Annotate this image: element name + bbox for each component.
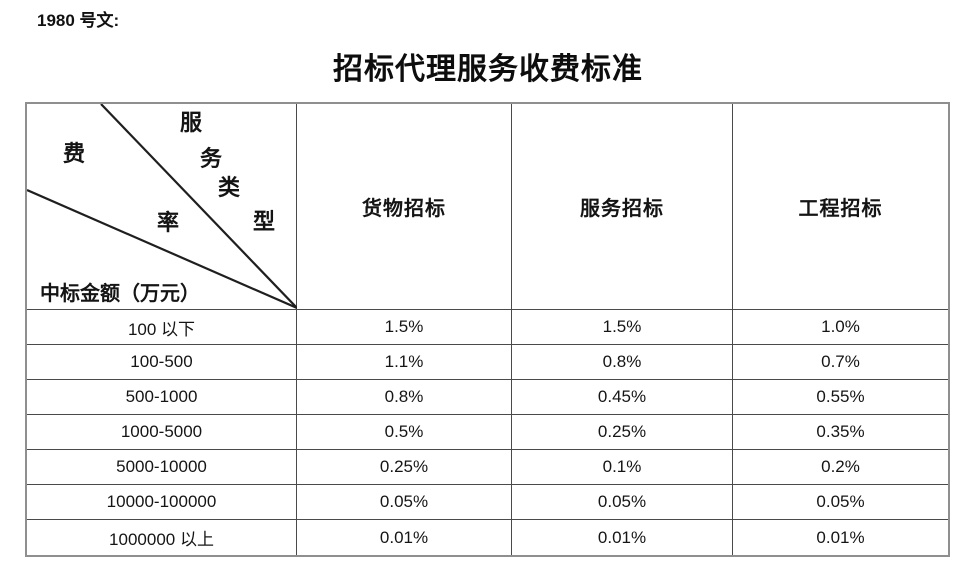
- rate-cell: 0.25%: [512, 415, 733, 450]
- rate-cell: 0.45%: [512, 380, 733, 415]
- rate-cell: 0.2%: [733, 450, 948, 485]
- rate-cell: 1.5%: [512, 310, 733, 345]
- rate-cell: 0.25%: [297, 450, 512, 485]
- column-header-goods: 货物招标: [297, 104, 512, 310]
- rate-cell: 0.01%: [297, 520, 512, 555]
- rate-cell: 1.5%: [297, 310, 512, 345]
- rate-cell: 0.35%: [733, 415, 948, 450]
- rate-cell: 0.5%: [297, 415, 512, 450]
- rate-cell: 1.0%: [733, 310, 948, 345]
- rate-cell: 0.01%: [816, 527, 865, 547]
- table-corner-cell: 服 务 类 型 费 率 中标金额（万元）: [27, 104, 297, 310]
- rate-cell: 0.8%: [512, 345, 733, 380]
- amount-cell: 100-500: [27, 345, 297, 380]
- amount-cell: 500-1000: [27, 380, 297, 415]
- amount-cell: 10000-100000: [27, 485, 297, 520]
- rate-cell: 0.05%: [512, 485, 733, 520]
- rate-cell: 0.1%: [512, 450, 733, 485]
- rate-cell: 0.05%: [297, 485, 512, 520]
- corner-fee-rate-char: 费: [63, 141, 86, 166]
- corner-fee-rate-char: 率: [157, 210, 180, 235]
- corner-service-type-char: 类: [218, 175, 241, 200]
- doc-number: 1980 号文:: [37, 11, 120, 30]
- rate-cell: 0.01%: [512, 520, 733, 555]
- column-header-engineering: 工程招标: [733, 104, 948, 310]
- amount-cell: 5000-10000: [27, 450, 297, 485]
- amount-cell: 100 以下: [27, 310, 297, 345]
- rate-cell: 0.7%: [733, 345, 948, 380]
- corner-service-type-char: 型: [253, 209, 276, 234]
- rate-cell: 1.1%: [297, 345, 512, 380]
- amount-cell: 1000-5000: [27, 415, 297, 450]
- corner-service-type-char: 服: [180, 110, 203, 135]
- rate-cell: 0.05%: [733, 485, 948, 520]
- rate-cell: 0.8%: [297, 380, 512, 415]
- amount-cell: 1000000 以上: [27, 520, 297, 555]
- rate-cell: 0.55%: [733, 380, 948, 415]
- diagonal-divider-lines: [27, 104, 297, 310]
- corner-service-type-char: 务: [200, 146, 223, 171]
- column-header-services: 服务招标: [512, 104, 733, 310]
- page-title: 招标代理服务收费标准: [333, 53, 643, 86]
- fee-rate-table: 服 务 类 型 费 率 中标金额（万元） 货物招标 服务招标 工程招标 100 …: [25, 102, 950, 557]
- corner-amount-label: 中标金额（万元）: [40, 283, 200, 305]
